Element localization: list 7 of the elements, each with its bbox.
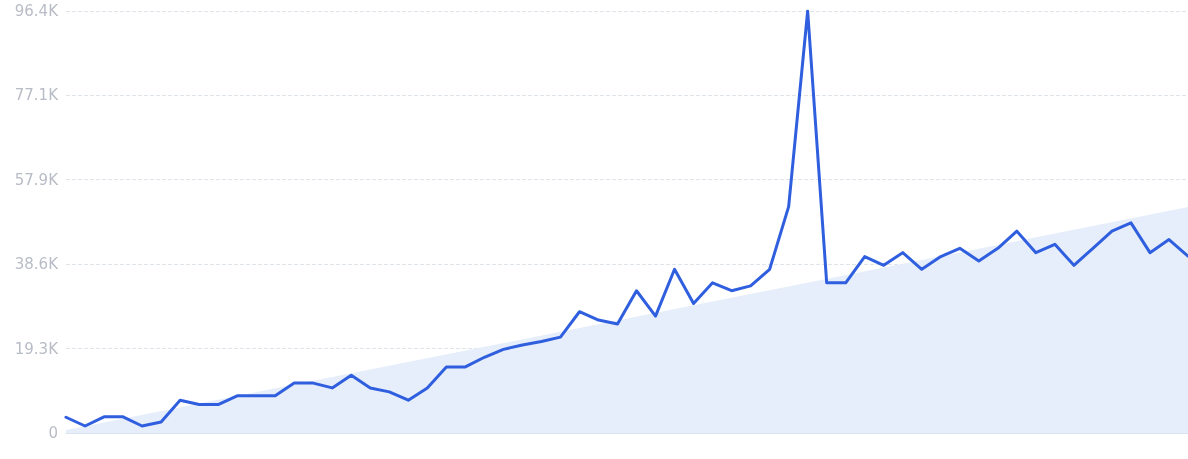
y-tick-label: 96.4K xyxy=(14,2,60,20)
y-tick-label: 38.6K xyxy=(14,255,60,274)
y-tick-label: 19.3K xyxy=(14,339,60,358)
line-series xyxy=(64,9,1188,428)
y-tick-label: 77.1K xyxy=(14,86,60,105)
y-tick-label: 57.9K xyxy=(14,170,60,189)
y-tick-label: 0 xyxy=(48,424,58,442)
